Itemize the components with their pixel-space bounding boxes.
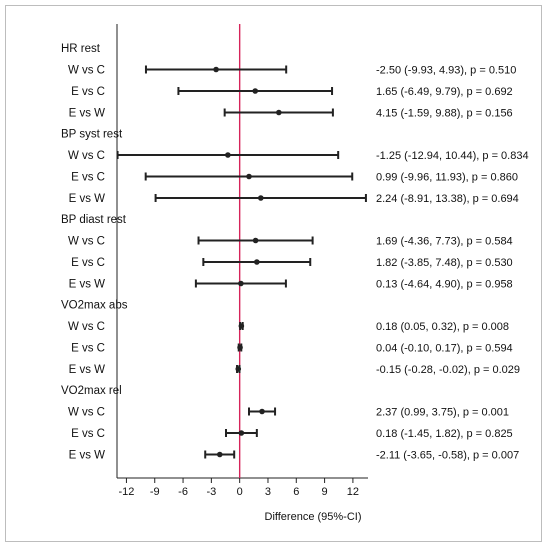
- comparison-label: E vs W: [69, 108, 106, 120]
- x-tick-label: -3: [206, 486, 216, 498]
- result-text: 1.69 (-4.36, 7.73), p = 0.584: [376, 236, 513, 248]
- comparison-label: W vs C: [68, 150, 105, 162]
- result-text: 1.65 (-6.49, 9.79), p = 0.692: [376, 86, 513, 98]
- x-tick-label: 12: [347, 486, 359, 498]
- comparison-label: E vs C: [71, 172, 105, 184]
- x-tick-label: 9: [322, 486, 328, 498]
- x-tick-label: 0: [237, 486, 243, 498]
- group-label: VO2max rel: [61, 385, 122, 397]
- comparison-label: W vs C: [68, 236, 105, 248]
- result-text: 1.82 (-3.85, 7.48), p = 0.530: [376, 257, 513, 269]
- comparison-label: E vs W: [69, 364, 106, 376]
- point-estimate: [246, 173, 252, 180]
- comparison-label: E vs W: [69, 279, 106, 291]
- result-text: -2.11 (-3.65, -0.58), p = 0.007: [376, 450, 519, 462]
- x-tick-label: 3: [265, 486, 271, 498]
- comparison-label: W vs C: [68, 65, 105, 77]
- group-label: VO2max abs: [61, 300, 128, 312]
- x-tick-label: -9: [150, 486, 160, 498]
- group-label: BP syst rest: [61, 129, 123, 141]
- point-estimate: [238, 323, 245, 329]
- point-estimate: [276, 109, 282, 116]
- chart-frame: [5, 5, 542, 542]
- point-estimate: [238, 430, 245, 436]
- point-estimate: [252, 88, 259, 94]
- group-label: HR rest: [61, 43, 101, 55]
- comparison-label: E vs C: [71, 428, 105, 440]
- result-text: 0.13 (-4.64, 4.90), p = 0.958: [376, 279, 513, 291]
- result-text: -0.15 (-0.28, -0.02), p = 0.029: [376, 364, 520, 376]
- point-estimate: [216, 451, 223, 458]
- comparison-label: E vs W: [69, 193, 106, 205]
- result-text: 0.04 (-0.10, 0.17), p = 0.594: [376, 343, 513, 355]
- group-label: BP diast rest: [61, 214, 127, 226]
- result-text: 2.37 (0.99, 3.75), p = 0.001: [376, 407, 509, 419]
- comparison-label: E vs W: [69, 450, 106, 462]
- x-tick-label: 6: [293, 486, 299, 498]
- x-tick-label: -6: [178, 486, 188, 498]
- x-tick-label: -12: [118, 486, 134, 498]
- point-estimate: [258, 195, 264, 201]
- point-estimate: [235, 366, 242, 372]
- point-estimate: [225, 152, 231, 158]
- result-text: 0.99 (-9.96, 11.93), p = 0.860: [376, 172, 518, 184]
- result-text: -1.25 (-12.94, 10.44), p = 0.834: [376, 150, 529, 162]
- comparison-label: E vs C: [71, 343, 105, 355]
- point-estimate: [237, 344, 243, 351]
- result-text: 4.15 (-1.59, 9.88), p = 0.156: [376, 108, 513, 120]
- result-text: 0.18 (-1.45, 1.82), p = 0.825: [376, 428, 513, 440]
- x-axis-label: Difference (95%-CI): [265, 511, 362, 523]
- comparison-label: E vs C: [71, 257, 105, 269]
- point-estimate: [238, 280, 244, 287]
- comparison-label: W vs C: [68, 321, 105, 333]
- point-estimate: [213, 66, 219, 73]
- comparison-label: E vs C: [71, 86, 105, 98]
- comparison-label: W vs C: [68, 407, 105, 419]
- result-text: -2.50 (-9.93, 4.93), p = 0.510: [376, 65, 516, 77]
- result-text: 2.24 (-8.91, 13.38), p = 0.694: [376, 193, 519, 205]
- point-estimate: [254, 259, 260, 265]
- point-estimate: [259, 408, 265, 415]
- result-text: 0.18 (0.05, 0.32), p = 0.008: [376, 321, 509, 333]
- point-estimate: [252, 237, 259, 244]
